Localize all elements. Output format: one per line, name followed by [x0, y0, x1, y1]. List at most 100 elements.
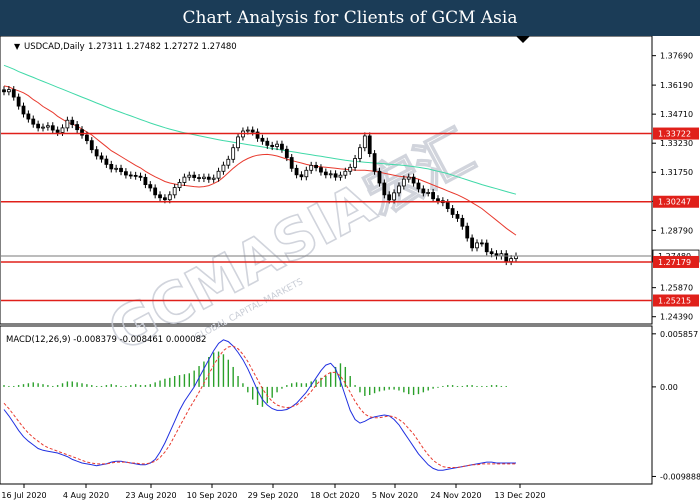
candle: [231, 144, 236, 163]
candle-body: [128, 174, 133, 177]
candle: [255, 128, 260, 142]
candle: [323, 168, 328, 179]
candle: [348, 163, 353, 175]
candle: [436, 195, 440, 205]
candle-body: [138, 175, 143, 178]
candle: [21, 102, 26, 118]
candle: [304, 166, 309, 181]
price-tick-label: 1.28790: [660, 226, 693, 235]
price-tick-label: 1.33230: [660, 139, 693, 148]
candle-body: [421, 188, 426, 194]
candle: [299, 171, 304, 181]
candle: [314, 161, 318, 172]
candle-body: [177, 182, 182, 188]
candle-body: [31, 118, 36, 125]
candle-body: [124, 171, 128, 176]
candle: [470, 234, 475, 252]
level-label: 1.33722: [658, 130, 691, 139]
candle-body: [197, 177, 201, 179]
candle-body: [362, 135, 367, 149]
candle-body: [260, 137, 265, 142]
price-tick-label: 1.34710: [660, 110, 693, 119]
x-tick-label: 29 Sep 2020: [248, 491, 299, 500]
candle: [119, 164, 123, 176]
candle: [275, 140, 279, 151]
candle-body: [250, 129, 255, 133]
candle-body: [299, 174, 304, 178]
candle-body: [387, 194, 392, 201]
candle: [202, 173, 206, 183]
x-tick-label: 16 Jul 2020: [1, 491, 46, 500]
candle-body: [94, 149, 99, 157]
candle-body: [80, 129, 84, 136]
candle: [114, 164, 119, 173]
candle: [484, 239, 489, 256]
macd-lines: [3, 339, 516, 471]
macd-main-line: [3, 339, 516, 471]
candle-body: [50, 125, 55, 131]
candle: [128, 171, 133, 179]
candle: [236, 133, 240, 152]
candle-body: [406, 176, 411, 180]
candle: [192, 171, 197, 182]
candle-body: [143, 176, 148, 186]
shift-marker-icon: [516, 36, 530, 43]
candle-body: [328, 173, 333, 176]
chart-area: GCMASIA宏汇 GLOBAL CAPITAL MARKETS ▼ USDCA…: [0, 35, 700, 500]
level-tag: [653, 255, 699, 268]
candle-body: [309, 164, 314, 171]
candle-body: [460, 217, 465, 227]
moving-average-line-2: [3, 64, 517, 195]
candle-body: [401, 178, 406, 187]
candle-body: [231, 147, 236, 160]
x-tick-label: 18 Oct 2020: [310, 491, 359, 500]
candle: [36, 120, 41, 132]
level-tag: [653, 294, 699, 307]
candle: [221, 161, 226, 175]
candles: [2, 86, 518, 266]
candle-body: [343, 170, 348, 176]
level-label: 1.25215: [658, 297, 691, 306]
candle-body: [148, 184, 153, 189]
candle: [89, 137, 94, 154]
candle: [280, 140, 284, 153]
candle-body: [314, 164, 318, 169]
candle-body: [353, 158, 357, 168]
banner-title: Chart Analysis for Clients of GCM Asia: [182, 8, 518, 28]
candle-body: [245, 129, 250, 132]
candle-body: [167, 194, 172, 201]
candle-body: [36, 123, 41, 129]
candle: [55, 126, 60, 136]
candle: [309, 161, 314, 174]
candle-body: [65, 119, 70, 129]
candle: [109, 160, 114, 173]
candle-body: [489, 251, 494, 255]
candle-body: [172, 187, 177, 196]
candle: [172, 184, 177, 199]
candle: [397, 182, 401, 197]
candle-body: [504, 253, 509, 262]
candle: [104, 155, 109, 168]
candle: [265, 137, 270, 149]
candle: [367, 132, 372, 158]
candle-body: [323, 171, 328, 176]
candle: [143, 173, 148, 189]
candle-body: [55, 129, 60, 133]
candle: [182, 173, 187, 186]
candle-body: [338, 174, 343, 178]
candle: [70, 116, 75, 129]
candle: [421, 185, 426, 197]
candle-body: [109, 163, 114, 170]
candle: [206, 173, 211, 183]
candle: [406, 173, 411, 183]
candle-body: [89, 140, 94, 151]
candle-body: [416, 182, 421, 190]
candle: [133, 171, 138, 180]
candle: [197, 174, 201, 183]
candle-body: [158, 194, 162, 199]
candle-body: [133, 174, 138, 177]
macd-signal-line: [3, 345, 516, 468]
candle: [124, 168, 128, 179]
candle-body: [426, 192, 431, 194]
candle: [16, 93, 21, 110]
